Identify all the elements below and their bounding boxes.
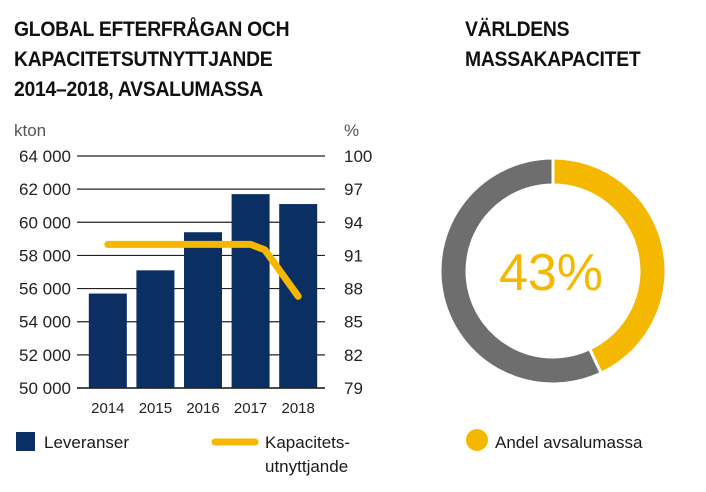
right-tick-label: 100 xyxy=(344,147,372,166)
right-tick-label: 79 xyxy=(344,379,363,398)
legend-label-leveranser: Leveranser xyxy=(44,433,129,452)
right-tick-label: 91 xyxy=(344,246,363,265)
x-tick-label: 2017 xyxy=(234,400,267,417)
right-axis-unit-label: % xyxy=(344,121,359,140)
left-tick-label: 54 000 xyxy=(19,313,71,332)
left-chart-title: GLOBAL EFTERFRÅGAN OCH KAPACITETSUTNYTTJ… xyxy=(14,14,290,104)
bar-2016 xyxy=(184,232,222,388)
left-tick-label: 52 000 xyxy=(19,346,71,365)
left-axis-unit-label: kton xyxy=(14,121,46,140)
bar-2017 xyxy=(231,194,270,388)
bar-2014 xyxy=(88,293,127,388)
right-chart-title: VÄRLDENS MASSAKAPACITET xyxy=(465,14,641,74)
left-tick-label: 58 000 xyxy=(19,246,71,265)
legend-label-kapacitetsutnyttjande-1: Kapacitets- xyxy=(265,433,350,452)
right-tick-label: 97 xyxy=(344,180,363,199)
line-kapacitetsutnyttjande xyxy=(104,240,302,300)
legend-swatch-leveranser xyxy=(16,432,35,451)
legend-label-andel-avsalumassa: Andel avsalumassa xyxy=(495,433,643,452)
left-tick-label: 62 000 xyxy=(19,180,71,199)
donut-slice-ovrig xyxy=(438,156,604,386)
left-title-line-2: KAPACITETSUTNYTTJANDE xyxy=(14,47,273,71)
left-tick-label: 60 000 xyxy=(19,213,71,232)
right-title-line-1: VÄRLDENS xyxy=(465,17,570,41)
right-tick-label: 82 xyxy=(344,346,363,365)
right-tick-label: 85 xyxy=(344,313,363,332)
bar-2015 xyxy=(136,270,175,388)
right-tick-label: 88 xyxy=(344,280,363,299)
left-tick-label: 50 000 xyxy=(19,379,71,398)
donut-center-label: 43% xyxy=(499,244,603,302)
right-title-line-2: MASSAKAPACITET xyxy=(465,47,641,71)
left-title-line-3: 2014–2018, AVSALUMASSA xyxy=(14,77,263,101)
x-tick-label: 2014 xyxy=(91,400,124,417)
x-tick-label: 2016 xyxy=(186,400,219,417)
x-tick-label: 2015 xyxy=(139,400,172,417)
left-tick-label: 56 000 xyxy=(19,280,71,299)
legend-swatch-andel-avsalumassa xyxy=(466,429,488,451)
left-tick-label: 64 000 xyxy=(19,147,71,166)
right-tick-label: 94 xyxy=(344,213,363,232)
x-tick-label: 2018 xyxy=(282,400,315,417)
legend-label-kapacitetsutnyttjande-2: utnyttjande xyxy=(265,457,348,476)
left-title-line-1: GLOBAL EFTERFRÅGAN OCH xyxy=(14,17,290,41)
